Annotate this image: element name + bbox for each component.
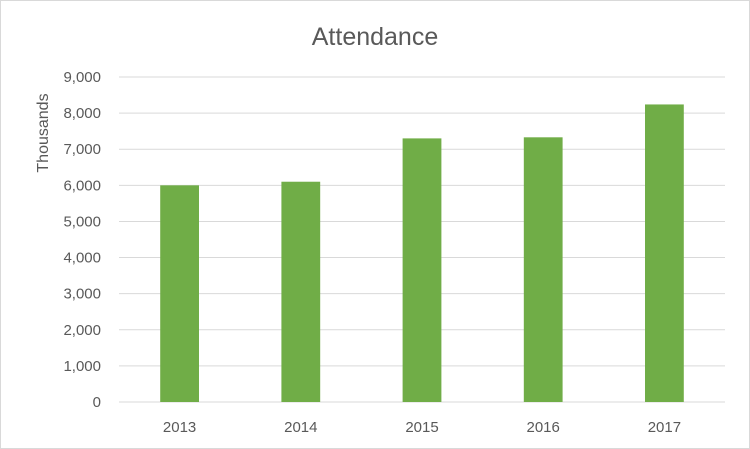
bar-2016	[523, 137, 563, 403]
y-tick-label: 7,000	[63, 141, 101, 158]
y-axis-label: Thousands	[35, 93, 52, 172]
y-tick-label: 5,000	[63, 213, 101, 230]
y-tick-label: 0	[93, 394, 101, 411]
x-tick-label: 2017	[648, 419, 681, 436]
y-tick-label: 3,000	[63, 286, 101, 303]
y-tick-label: 6,000	[63, 177, 101, 194]
y-tick-label: 1,000	[63, 358, 101, 375]
y-tick-label: 9,000	[63, 69, 101, 86]
bar-2017	[645, 104, 684, 402]
bar-2014	[281, 181, 321, 402]
y-tick-label: 2,000	[63, 322, 101, 339]
x-tick-label: 2016	[527, 419, 560, 436]
bars	[160, 104, 684, 403]
y-tick-label: 4,000	[63, 250, 101, 267]
y-tick-label: 8,000	[63, 105, 101, 122]
x-tick-label: 2014	[284, 419, 317, 436]
bar-2015	[402, 138, 442, 402]
x-tick-label: 2013	[163, 419, 196, 436]
y-axis-ticks: 0 1,000 2,000 3,000 4,000 5,000 6,000 7,000 8,00…	[63, 69, 101, 411]
chart-title: Attendance	[312, 23, 439, 51]
bar-2013	[160, 185, 199, 402]
x-tick-label: 2015	[405, 419, 438, 436]
x-axis-ticks: 2013 2014 2015 2016 2017	[163, 419, 681, 436]
